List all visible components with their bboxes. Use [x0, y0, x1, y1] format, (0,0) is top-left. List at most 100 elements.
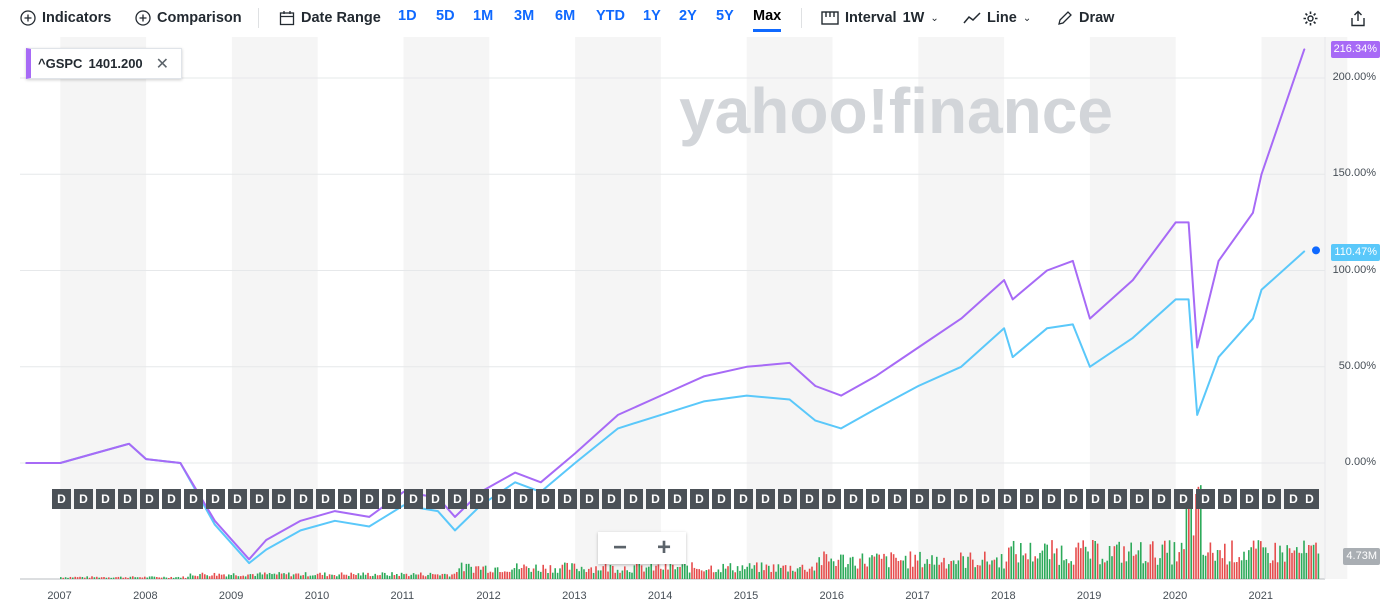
dividend-flag[interactable]: D	[1196, 489, 1215, 509]
dividend-flag[interactable]: D	[866, 489, 885, 509]
volume-bar	[105, 577, 108, 579]
dividend-flag[interactable]: D	[1130, 489, 1149, 509]
dividend-flag[interactable]: D	[1152, 489, 1171, 509]
dividend-flag[interactable]: D	[1240, 489, 1259, 509]
dividend-flag[interactable]: D	[668, 489, 687, 509]
date-range-button[interactable]: Date Range	[279, 8, 381, 28]
dividend-flag[interactable]: D	[756, 489, 775, 509]
x-tick-label: 2007	[47, 590, 72, 602]
dividend-flag[interactable]: D	[888, 489, 907, 509]
volume-bar	[343, 574, 345, 579]
dividend-flag[interactable]: D	[492, 489, 511, 509]
comparison-button[interactable]: Comparison	[135, 8, 242, 28]
dividend-flag[interactable]: D	[976, 489, 995, 509]
symbol-legend[interactable]: ^GSPC 1401.200 ✕	[26, 48, 182, 79]
dividend-flag[interactable]: D	[272, 489, 291, 509]
dividend-flag[interactable]: D	[294, 489, 313, 509]
range-ytd[interactable]: YTD	[596, 8, 625, 24]
zoom-in-button[interactable]: +	[656, 534, 671, 561]
dividend-flag[interactable]: D	[316, 489, 335, 509]
dividend-flag[interactable]: D	[96, 489, 115, 509]
volume-bar	[1077, 542, 1080, 579]
dividend-flag[interactable]: D	[1064, 489, 1083, 509]
dividend-flag[interactable]: D	[778, 489, 797, 509]
volume-bar	[631, 572, 633, 579]
dividend-flag[interactable]: D	[1108, 489, 1127, 509]
dividend-flag[interactable]: D	[206, 489, 225, 509]
volume-bar	[374, 573, 376, 579]
data-point	[1260, 288, 1263, 291]
dividend-flag[interactable]: D	[1086, 489, 1105, 509]
dividend-flag[interactable]: D	[1284, 489, 1303, 509]
zoom-out-button[interactable]: −	[612, 534, 627, 561]
dividend-flag[interactable]: D	[822, 489, 841, 509]
range-5y[interactable]: 5Y	[716, 8, 734, 24]
range-6m[interactable]: 6M	[555, 8, 576, 24]
interval-button[interactable]: Interval 1W ⌄	[821, 8, 939, 28]
dividend-flag[interactable]: D	[448, 489, 467, 509]
dividend-flag[interactable]: D	[1042, 489, 1061, 509]
dividend-flag[interactable]: D	[998, 489, 1017, 509]
dividend-flag[interactable]: D	[382, 489, 401, 509]
dividend-flag[interactable]: D	[954, 489, 973, 509]
dividend-flag[interactable]: D	[250, 489, 269, 509]
volume-bar	[732, 570, 734, 579]
volume-bar	[1180, 542, 1183, 579]
dividend-flag[interactable]: D	[1020, 489, 1039, 509]
volume-bar	[72, 577, 74, 579]
range-2y[interactable]: 2Y	[679, 8, 697, 24]
dividend-flag[interactable]: D	[74, 489, 93, 509]
dividend-flag[interactable]: D	[690, 489, 709, 509]
volume-bar	[1053, 553, 1056, 579]
dividend-flag[interactable]: D	[426, 489, 445, 509]
close-icon[interactable]: ✕	[155, 55, 170, 73]
price-chart[interactable]: yahoo!finance	[0, 37, 1388, 615]
dividend-flag[interactable]: D	[800, 489, 819, 509]
dividend-flag[interactable]: D	[602, 489, 621, 509]
plus-circle-icon	[135, 10, 151, 26]
dividend-flag[interactable]: D	[404, 489, 423, 509]
range-1y[interactable]: 1Y	[643, 8, 661, 24]
volume-bar	[235, 575, 237, 579]
dividend-flag[interactable]: D	[162, 489, 181, 509]
dividend-flag[interactable]: D	[734, 489, 753, 509]
dividend-flag[interactable]: D	[910, 489, 929, 509]
dividend-flag[interactable]: D	[1174, 489, 1193, 509]
dividend-flag[interactable]: D	[514, 489, 533, 509]
range-3m[interactable]: 3M	[514, 8, 535, 24]
settings-button[interactable]	[1302, 8, 1319, 28]
dividend-flag[interactable]: D	[558, 489, 577, 509]
indicators-button[interactable]: Indicators	[20, 8, 111, 28]
volume-bar	[1276, 562, 1279, 579]
dividend-flag[interactable]: D	[118, 489, 137, 509]
dividend-flag[interactable]: D	[184, 489, 203, 509]
dividend-flag[interactable]: D	[1218, 489, 1237, 509]
dividend-flag[interactable]: D	[140, 489, 159, 509]
range-1d[interactable]: 1D	[398, 8, 417, 24]
volume-bar	[1245, 559, 1248, 579]
volume-bar	[302, 575, 304, 579]
dividend-flag[interactable]: D	[360, 489, 379, 509]
dividend-flag[interactable]: D	[646, 489, 665, 509]
dividend-flag[interactable]: D	[536, 489, 555, 509]
volume-bar	[820, 565, 823, 579]
dividend-flag[interactable]: D	[712, 489, 731, 509]
dividend-flag[interactable]: D	[844, 489, 863, 509]
volume-bar	[216, 575, 218, 579]
dividend-flag[interactable]: D	[338, 489, 357, 509]
dividend-flag[interactable]: D	[1262, 489, 1281, 509]
dividend-flag[interactable]: D	[932, 489, 951, 509]
range-5d[interactable]: 5D	[436, 8, 455, 24]
range-1m[interactable]: 1M	[473, 8, 494, 24]
dividend-flag[interactable]: D	[580, 489, 599, 509]
dividend-flag[interactable]: D	[1300, 489, 1319, 509]
share-button[interactable]	[1350, 8, 1366, 28]
range-max[interactable]: Max	[753, 8, 782, 32]
dividend-flag[interactable]: D	[52, 489, 71, 509]
volume-bar	[372, 575, 374, 579]
dividend-flag[interactable]: D	[228, 489, 247, 509]
dividend-flag[interactable]: D	[470, 489, 489, 509]
dividend-flag[interactable]: D	[624, 489, 643, 509]
chart-type-button[interactable]: Line ⌄	[963, 8, 1031, 28]
draw-button[interactable]: Draw	[1057, 8, 1114, 28]
